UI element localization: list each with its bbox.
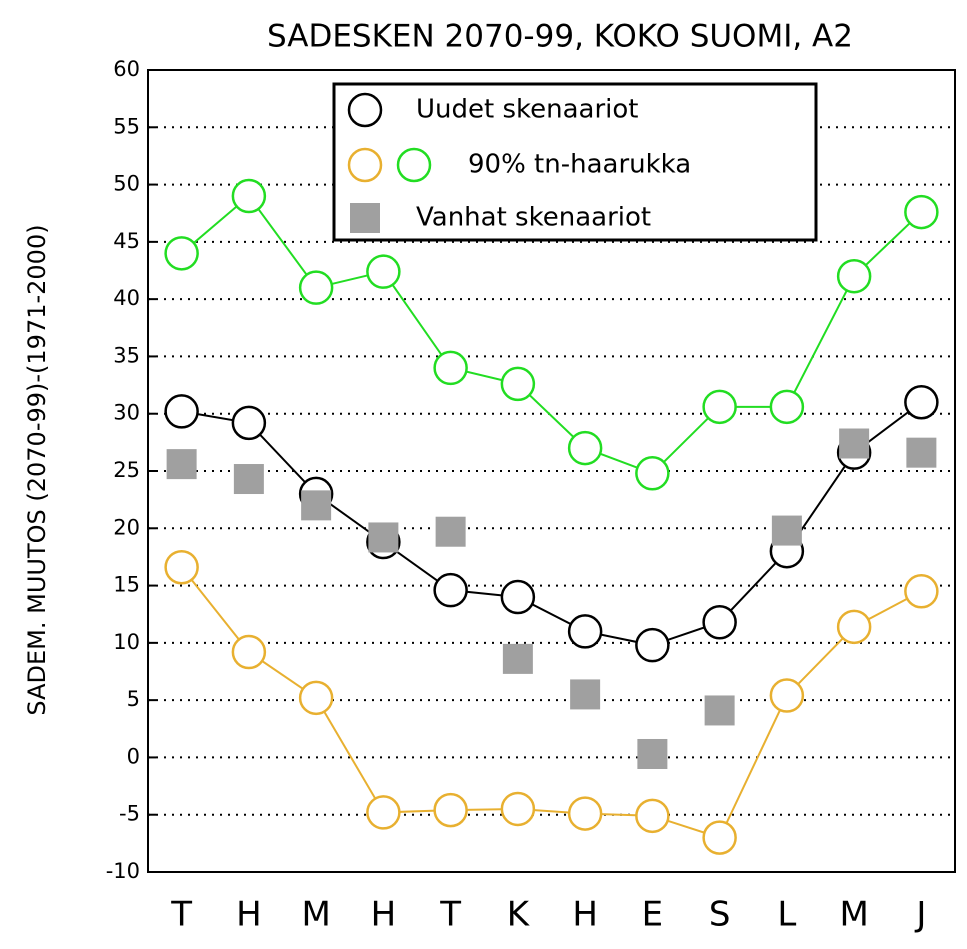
y-tick-label: 40 <box>113 286 140 310</box>
y-tick-label: 0 <box>127 744 140 768</box>
square-marker <box>166 449 197 480</box>
x-tick-label: M <box>301 895 330 935</box>
circle-marker <box>366 795 401 830</box>
y-tick-label: 45 <box>113 229 140 253</box>
y-tick-label: 20 <box>113 515 140 539</box>
circle-marker <box>635 627 670 663</box>
square-marker <box>301 490 332 521</box>
circle-marker <box>635 456 670 491</box>
circle-marker <box>769 678 805 713</box>
series-line <box>180 194 923 475</box>
circle-marker <box>500 791 536 827</box>
circle-marker <box>500 366 536 402</box>
plot-frame <box>147 69 956 873</box>
y-tick-label: 10 <box>113 630 140 654</box>
y-tick-label: 35 <box>113 343 140 367</box>
circle-marker <box>702 389 737 425</box>
y-tick-label: 30 <box>113 401 140 425</box>
x-tick-label: K <box>507 895 531 935</box>
circle-marker <box>836 258 872 294</box>
circle-marker <box>164 549 199 585</box>
circle-marker <box>904 574 939 609</box>
y-tick-label: -10 <box>106 859 140 883</box>
square-marker <box>233 464 264 495</box>
x-tick-label: T <box>170 895 192 935</box>
series-line <box>181 401 922 647</box>
x-tick-label: M <box>839 895 868 935</box>
y-tick-label: 55 <box>113 114 140 138</box>
square-marker <box>637 738 668 769</box>
circle-marker <box>635 798 670 834</box>
square-marker <box>502 643 533 674</box>
y-tick-label: 15 <box>113 573 140 597</box>
circle-marker <box>567 614 603 649</box>
y-tick-label: -5 <box>119 802 140 826</box>
y-tick-label: 60 <box>113 57 140 81</box>
circle-marker <box>567 430 603 466</box>
x-tick-label: L <box>777 895 796 935</box>
circle-marker <box>769 389 805 425</box>
y-tick-label: 5 <box>127 687 140 711</box>
circle-marker <box>164 236 199 271</box>
y-tick-label: 50 <box>113 172 140 196</box>
circle-marker <box>231 634 267 670</box>
circle-marker <box>567 796 603 831</box>
square-marker <box>570 679 601 710</box>
x-tick-label: E <box>642 895 663 935</box>
chart-title: SADESKEN 2070-99, KOKO SUOMI, A2 <box>267 19 853 55</box>
x-tick-label: H <box>371 895 397 935</box>
circle-marker <box>702 820 737 855</box>
legend-label: Uudet skenaariot <box>416 95 639 125</box>
circle-marker <box>433 572 468 608</box>
circle-marker <box>836 609 872 645</box>
legend-label: 90% tn-haarukka <box>468 150 691 180</box>
x-tick-label: T <box>439 895 461 935</box>
circle-marker <box>433 792 468 828</box>
x-tick-label: H <box>236 895 262 935</box>
x-tick-label: J <box>914 895 926 935</box>
circle-marker <box>366 254 401 289</box>
circle-marker <box>396 147 432 183</box>
square-marker <box>435 516 466 547</box>
circle-marker <box>500 579 536 615</box>
square-marker <box>771 515 802 546</box>
circle-marker <box>347 92 383 128</box>
circle-marker <box>231 178 267 214</box>
circle-marker <box>433 350 468 386</box>
circle-marker <box>904 385 939 420</box>
x-tick-label: S <box>709 895 731 935</box>
y-tick-label: 25 <box>113 458 140 482</box>
square-marker <box>704 695 735 726</box>
square-marker <box>368 522 399 553</box>
circle-marker <box>347 147 383 183</box>
square-marker <box>906 437 937 468</box>
circle-marker <box>164 394 199 429</box>
square-marker <box>839 428 870 459</box>
circle-marker <box>702 604 737 640</box>
y-axis-label: SADEM. MUUTOS (2070-99)-(1971-2000) <box>23 224 51 715</box>
circle-marker <box>298 680 334 716</box>
circle-marker <box>231 405 267 441</box>
x-tick-label: H <box>572 895 598 935</box>
circle-marker <box>904 194 939 230</box>
circle-marker <box>298 270 334 305</box>
square-marker <box>350 203 380 233</box>
series-line <box>180 566 922 839</box>
legend-label: Vanhat skenaariot <box>416 203 651 233</box>
